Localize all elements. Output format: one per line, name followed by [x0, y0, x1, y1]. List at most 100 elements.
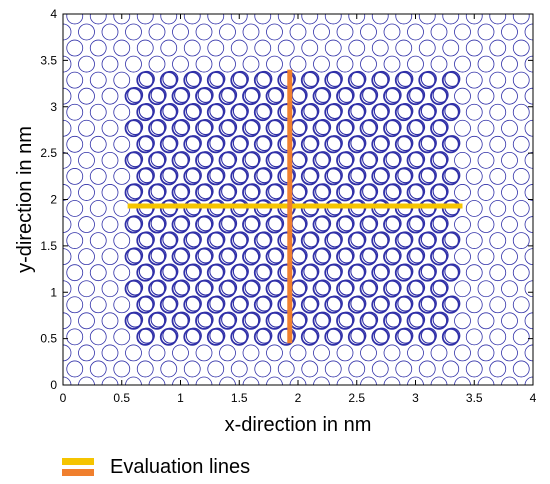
atom-circle: [489, 39, 507, 57]
x-axis-label: x-direction in nm: [225, 414, 372, 436]
atom-circle: [219, 376, 236, 385]
atom-circle-relaxed: [221, 215, 238, 232]
atom-circle-relaxed: [209, 167, 226, 184]
atom-circle-relaxed: [338, 151, 355, 168]
atom-circle-relaxed: [303, 295, 320, 312]
atom-circle: [277, 14, 295, 25]
atom-circle-relaxed: [244, 247, 261, 264]
atom-circle: [442, 360, 460, 378]
atom-circle-relaxed: [350, 102, 367, 120]
atom-circle: [172, 376, 189, 385]
atom-circle: [113, 264, 131, 282]
atom-circle: [113, 39, 131, 57]
atom-circle: [89, 14, 107, 25]
atom-circle-relaxed: [420, 102, 437, 120]
atom-circle: [113, 232, 131, 249]
atom-circle: [477, 87, 495, 105]
atom-circle-relaxed: [291, 215, 308, 232]
atom-circle-relaxed: [197, 86, 214, 104]
atom-circle: [477, 119, 495, 137]
atom-circle-relaxed: [127, 279, 144, 296]
atom-circle-relaxed: [185, 295, 202, 312]
atom-circle: [465, 328, 483, 346]
atom-circle: [336, 23, 354, 41]
atom-circle-relaxed: [162, 135, 179, 152]
atom-circle: [477, 216, 495, 233]
atom-circle-relaxed: [432, 183, 449, 200]
atom-circle: [454, 376, 471, 385]
atom-circle: [125, 344, 142, 362]
atom-circle-relaxed: [350, 135, 367, 152]
atom-circle: [501, 216, 518, 233]
atom-circle: [277, 360, 295, 378]
atom-circle-relaxed: [315, 279, 332, 296]
atom-circle-relaxed: [221, 247, 238, 264]
y-tick-label: 2: [50, 193, 57, 207]
atom-circle: [477, 280, 495, 298]
atom-circle: [113, 135, 131, 153]
atom-circle: [136, 14, 154, 25]
atom-circle-relaxed: [150, 247, 167, 264]
atom-circle-relaxed: [373, 135, 390, 152]
atom-circle: [477, 312, 495, 330]
atom-circle-relaxed: [174, 119, 191, 136]
atom-circle: [465, 14, 483, 25]
legend: Evaluation lines: [62, 454, 250, 480]
atom-circle: [430, 55, 448, 73]
atom-circle: [160, 360, 178, 378]
atom-circle-relaxed: [444, 102, 461, 120]
atom-circle: [78, 312, 95, 330]
atom-circle: [125, 376, 142, 385]
atom-circle-relaxed: [138, 167, 155, 184]
atom-circle-relaxed: [432, 247, 449, 264]
atom-circle-relaxed: [291, 311, 308, 328]
atom-circle-relaxed: [256, 102, 273, 120]
atom-circle: [172, 344, 189, 362]
atom-circle-relaxed: [138, 102, 155, 120]
atom-circle-relaxed: [303, 70, 320, 87]
atom-circle: [524, 248, 533, 266]
atom-circle-relaxed: [127, 119, 144, 136]
atom-circle-relaxed: [256, 327, 273, 344]
atom-circle: [66, 264, 84, 282]
atom-circle-relaxed: [174, 215, 191, 232]
atom-circle-relaxed: [185, 102, 202, 120]
atom-circle: [78, 23, 95, 41]
atom-circle-relaxed: [291, 279, 308, 296]
atom-circle-relaxed: [232, 231, 249, 248]
atom-circle: [89, 328, 107, 346]
atom-circle-relaxed: [315, 119, 332, 136]
atom-circle: [148, 376, 166, 385]
atom-circle: [101, 23, 119, 41]
atom-circle-relaxed: [268, 311, 285, 328]
atom-circle-relaxed: [127, 183, 144, 200]
atom-circle-relaxed: [444, 295, 461, 312]
atom-circle-relaxed: [385, 151, 402, 168]
atom-circle-relaxed: [420, 295, 437, 312]
atom-circle: [383, 23, 401, 41]
atom-circle-relaxed: [420, 327, 437, 344]
atom-circle-relaxed: [385, 279, 402, 296]
atom-circle: [454, 55, 471, 73]
atom-circle: [465, 296, 483, 314]
atom-circle-relaxed: [127, 311, 144, 328]
atom-circle: [289, 55, 307, 73]
atom-circle-relaxed: [350, 70, 367, 87]
atom-circle: [418, 14, 436, 25]
y-tick-label: 1: [50, 285, 57, 299]
atom-circle-relaxed: [291, 183, 308, 200]
atom-circle-relaxed: [138, 135, 155, 152]
atom-circle: [207, 14, 225, 25]
atom-circle-relaxed: [291, 119, 308, 136]
atom-circle: [125, 55, 142, 73]
atom-circle: [66, 135, 84, 153]
atom-circle: [172, 23, 189, 41]
y-tick-label: 2.5: [40, 146, 57, 160]
atom-circle-relaxed: [409, 119, 426, 136]
atom-circle: [324, 360, 342, 378]
atom-circle: [66, 296, 84, 314]
atom-circle-relaxed: [373, 167, 390, 184]
atom-circle-relaxed: [209, 135, 226, 152]
atom-circle-relaxed: [291, 151, 308, 168]
x-tick-label: 1: [177, 391, 184, 405]
